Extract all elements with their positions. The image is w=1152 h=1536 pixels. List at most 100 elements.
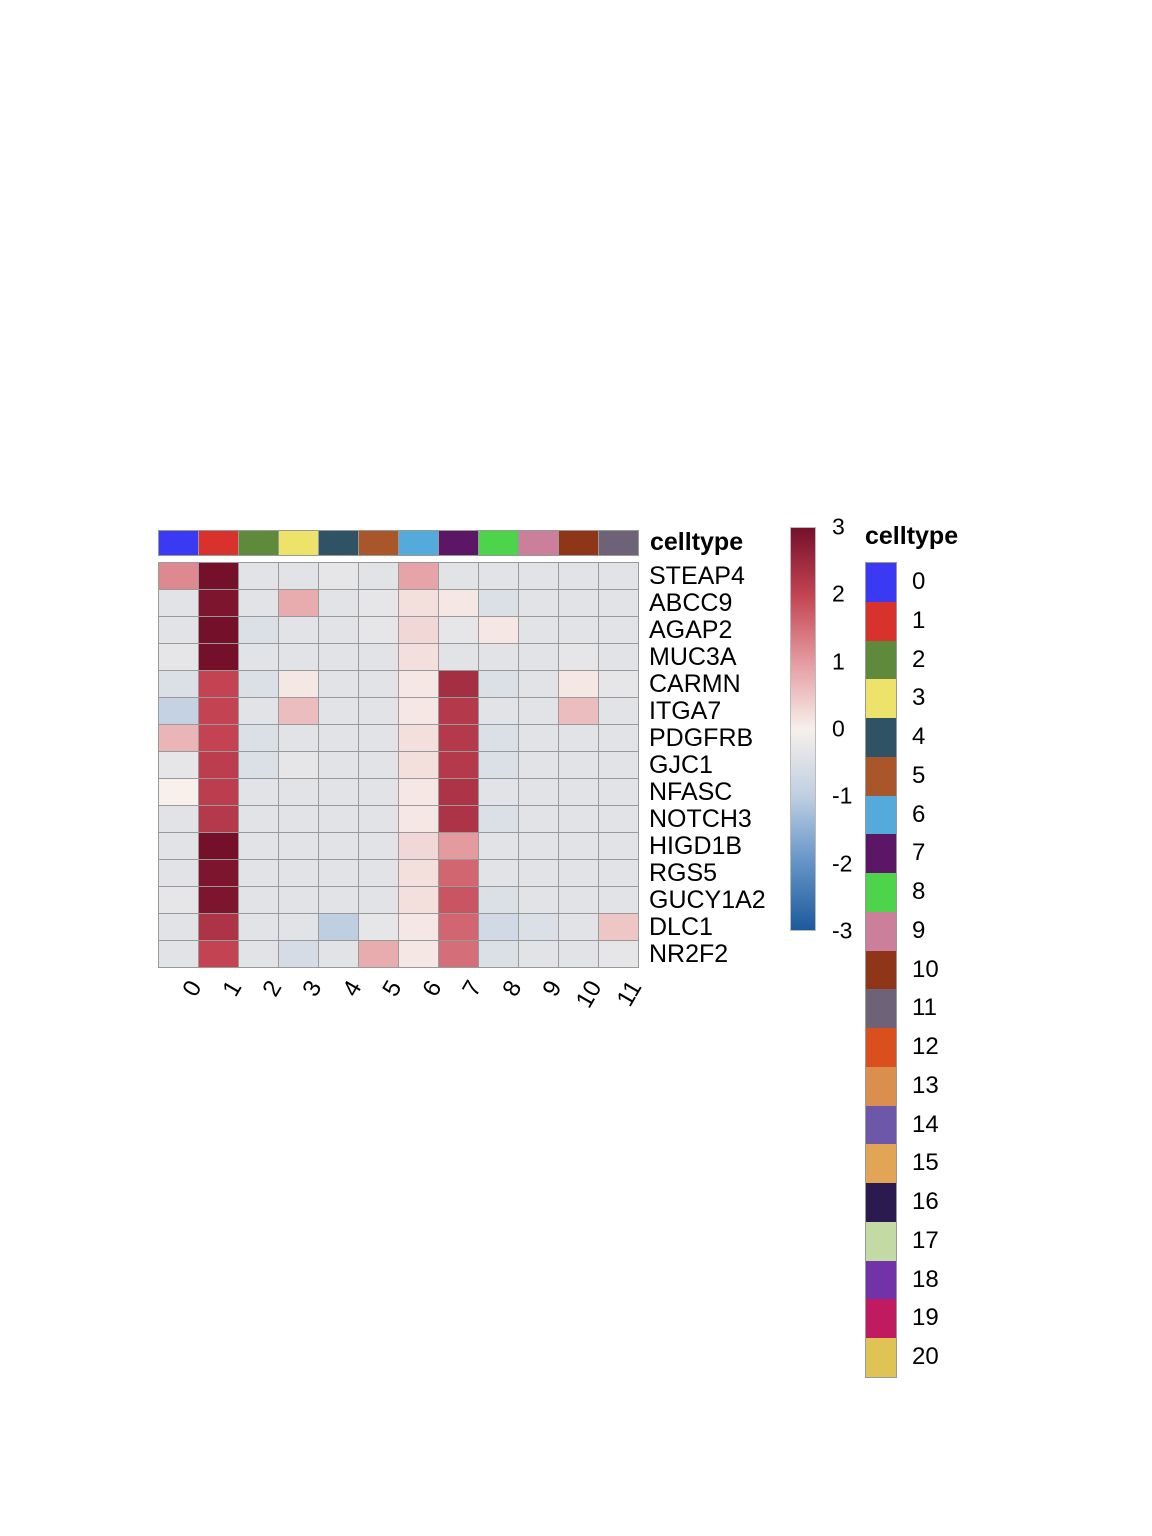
- heatmap-cell: [559, 644, 598, 670]
- annotation-cell: [319, 531, 358, 555]
- row-label: ITGA7: [649, 697, 722, 725]
- colorbar-tick-label: 0: [832, 715, 845, 742]
- heatmap-cell: [599, 941, 638, 967]
- heatmap-cell: [359, 914, 398, 940]
- heatmap-cell: [399, 644, 438, 670]
- legend-swatch: [866, 756, 896, 796]
- legend-swatch: [866, 718, 896, 757]
- heatmap-cell: [439, 617, 478, 643]
- heatmap-cell: [159, 779, 198, 805]
- heatmap-cell: [599, 752, 638, 778]
- heatmap-cell: [319, 644, 358, 670]
- heatmap-cell: [359, 563, 398, 589]
- column-label: 4: [337, 976, 368, 1002]
- legend-item-label: 7: [912, 839, 926, 867]
- heatmap-cell: [519, 644, 558, 670]
- legend-swatch: [866, 1183, 896, 1222]
- heatmap-cell: [439, 725, 478, 751]
- heatmap-cell: [279, 779, 318, 805]
- heatmap-cell: [319, 671, 358, 697]
- heatmap-cell: [359, 698, 398, 724]
- column-annotation-bar: [158, 530, 639, 556]
- heatmap-cell: [519, 563, 558, 589]
- column-label: 9: [537, 976, 568, 1002]
- heatmap-cell: [279, 860, 318, 886]
- heatmap-cell: [559, 671, 598, 697]
- row-label: CARMN: [649, 670, 741, 698]
- heatmap-cell: [319, 590, 358, 616]
- heatmap-cell: [159, 941, 198, 967]
- row-label: RGS5: [649, 859, 718, 887]
- heatmap-cell: [479, 617, 518, 643]
- annotation-cell: [519, 531, 558, 555]
- heatmap-cell: [199, 590, 238, 616]
- heatmap-cell: [159, 752, 198, 778]
- row-label: NFASC: [649, 778, 733, 806]
- heatmap-cell: [559, 860, 598, 886]
- heatmap-cell: [319, 752, 358, 778]
- legend-item-label: 14: [912, 1110, 939, 1138]
- legend-item-label: 1: [912, 606, 926, 634]
- heatmap-cell: [159, 590, 198, 616]
- heatmap-cell: [439, 941, 478, 967]
- legend-swatch: [866, 1105, 896, 1145]
- heatmap-cell: [599, 806, 638, 832]
- heatmap-cell: [199, 698, 238, 724]
- row-label: PDGFRB: [649, 724, 754, 752]
- heatmap-cell: [599, 617, 638, 643]
- legend-swatch: [866, 1299, 896, 1338]
- heatmap-cell: [439, 563, 478, 589]
- heatmap-cell: [239, 725, 278, 751]
- heatmap-cell: [199, 806, 238, 832]
- row-label: MUC3A: [649, 643, 737, 671]
- heatmap-cell: [479, 752, 518, 778]
- heatmap-cell: [559, 617, 598, 643]
- heatmap-cell: [239, 779, 278, 805]
- legend-item-label: 5: [912, 761, 926, 789]
- heatmap-cell: [519, 806, 558, 832]
- heatmap-cell: [399, 806, 438, 832]
- legend-swatch: [866, 950, 896, 990]
- heatmap-cell: [199, 617, 238, 643]
- annotation-cell: [279, 531, 318, 555]
- heatmap-cell: [399, 725, 438, 751]
- heatmap-cell: [399, 698, 438, 724]
- column-label: 3: [297, 976, 328, 1002]
- heatmap-cell: [599, 671, 638, 697]
- heatmap-cell: [479, 779, 518, 805]
- legend-item-label: 11: [912, 994, 937, 1022]
- heatmap-cell: [599, 644, 638, 670]
- heatmap-cell: [239, 887, 278, 913]
- annotation-cell: [559, 531, 598, 555]
- heatmap-cell: [599, 725, 638, 751]
- heatmap-cell: [319, 725, 358, 751]
- legend-swatch: [866, 601, 896, 641]
- heatmap-cell: [239, 941, 278, 967]
- heatmap-cell: [519, 698, 558, 724]
- heatmap-cell: [359, 887, 398, 913]
- heatmap-cell: [439, 779, 478, 805]
- heatmap-cell: [479, 644, 518, 670]
- heatmap-cell: [559, 590, 598, 616]
- row-label: AGAP2: [649, 616, 733, 644]
- legend-swatch: [866, 1144, 896, 1183]
- heatmap-cell: [159, 887, 198, 913]
- row-label: HIGD1B: [649, 832, 743, 860]
- heatmap-cell: [399, 887, 438, 913]
- heatmap-cell: [319, 617, 358, 643]
- heatmap-cell: [559, 887, 598, 913]
- legend-item-label: 20: [912, 1343, 939, 1371]
- heatmap-cell: [399, 941, 438, 967]
- heatmap-cell: [599, 698, 638, 724]
- heatmap-cell: [559, 698, 598, 724]
- heatmap-cell: [439, 806, 478, 832]
- heatmap-cell: [239, 671, 278, 697]
- heatmap-cell: [239, 563, 278, 589]
- column-label: 5: [377, 976, 408, 1002]
- column-label: 6: [417, 976, 448, 1002]
- heatmap-cell: [479, 563, 518, 589]
- heatmap-cell: [519, 914, 558, 940]
- heatmap-cell: [479, 833, 518, 859]
- heatmap-cell: [559, 779, 598, 805]
- heatmap-cell: [199, 644, 238, 670]
